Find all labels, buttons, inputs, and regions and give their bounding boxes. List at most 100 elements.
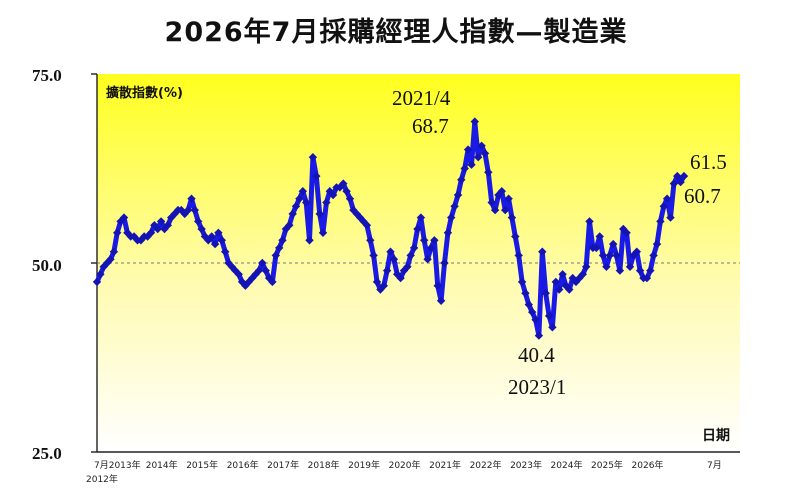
data-point [615,266,625,275]
x-tick-label: 2021年 [429,459,461,471]
data-point [662,194,672,203]
data-point [558,270,567,279]
annotation-trough-date: 2023/1 [508,375,566,399]
data-point [426,243,436,253]
data-point [538,247,547,256]
data-point [234,270,243,279]
data-point [676,177,685,187]
data-point [420,236,429,245]
data-point [281,224,291,234]
data-point [113,228,122,237]
data-point [467,160,476,169]
data-point [328,190,338,200]
x-tick-label: 2014年 [146,459,178,471]
x-tick-label: 2019年 [348,459,380,471]
data-point [369,251,378,260]
x-tick-label: 7月 [707,460,722,471]
data-point [302,198,311,207]
data-point [318,228,328,237]
x-tick-label: 2026年 [632,459,664,471]
data-point [534,331,544,340]
data-point [666,213,675,222]
data-point [436,296,446,305]
data-point [669,179,679,188]
data-point [291,202,301,211]
data-point [531,315,540,324]
data-point [197,224,206,234]
x-tick-label: 2018年 [308,459,340,471]
data-point [622,228,631,237]
annotation-last-b: 60.7 [684,184,721,208]
x-tick-label: 2016年 [227,459,259,471]
chart-title: 2026年7月採購經理人指數—製造業 [164,17,628,48]
data-point [194,217,203,226]
data-point [649,251,658,260]
data-point [646,266,655,275]
data-point [551,277,560,287]
data-point [258,258,267,268]
data-point [487,198,496,207]
data-point [389,255,399,264]
data-point [106,255,115,264]
data-point [609,239,618,249]
x-tick-label: 2017年 [267,459,299,471]
data-point [605,251,614,260]
data-point [470,117,479,126]
data-point [517,277,527,287]
data-point [416,213,426,222]
data-point [585,217,594,226]
data-point [275,243,284,253]
data-point [595,232,604,241]
data-point [315,209,324,219]
data-point [423,255,432,264]
data-point [413,224,422,234]
data-point [254,266,264,275]
data-markers [92,117,689,340]
data-point [433,281,442,290]
data-point [406,251,415,260]
data-point [322,198,331,207]
y-tick-label-25: 25.0 [32,444,62,463]
data-point [295,194,304,203]
data-point [490,205,500,215]
data-point [578,270,587,279]
x-tick-label: 2020年 [389,459,421,471]
data-point [146,228,156,237]
data-point [544,311,554,321]
data-point [612,251,621,260]
data-point [528,307,537,317]
data-point [443,228,453,237]
annotation-trough-value: 40.4 [518,343,555,367]
data-point [430,236,439,245]
data-point [450,202,459,211]
data-point [345,194,355,203]
data-point [447,213,456,222]
data-point [507,213,517,222]
x-tick-label: 7月2013年 [94,459,141,471]
data-point [656,217,665,226]
data-point [568,273,577,283]
data-point [463,145,473,154]
data-point [440,258,449,268]
data-point [396,273,405,283]
data-point [362,221,372,230]
data-point [207,232,216,241]
data-point [511,232,520,241]
data-point [642,273,652,283]
x-tick-label: 2022年 [470,459,502,471]
data-point [278,236,287,245]
x-tick-label: 2023年 [510,459,542,471]
data-point [548,323,557,332]
data-point [372,277,382,287]
data-point [339,179,348,188]
data-point [109,247,119,256]
data-point [480,149,490,158]
data-point [96,270,105,279]
data-point [504,194,513,203]
data-point [160,224,169,234]
data-point [268,277,277,287]
data-point [271,251,280,260]
data-point [187,194,196,203]
data-point [497,187,506,196]
data-point [494,190,503,200]
